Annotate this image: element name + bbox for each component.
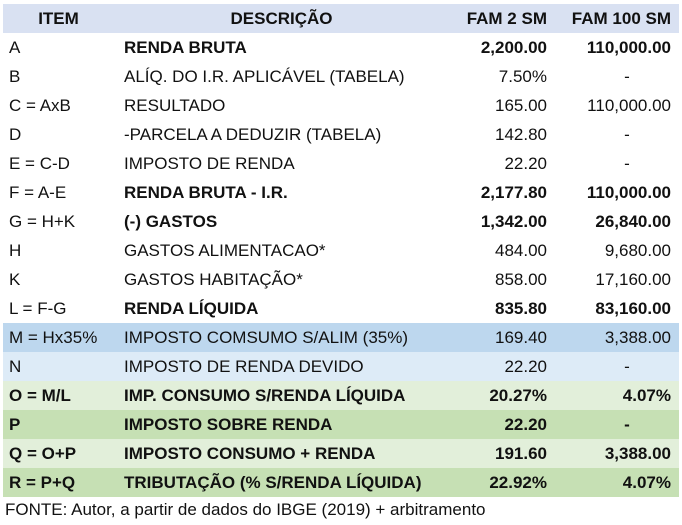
table-row: A RENDA BRUTA 2,200.00 110,000.00 <box>3 33 679 62</box>
row-fam100-value: - <box>624 124 630 144</box>
row-fam2-value: 22.92% <box>449 468 555 497</box>
table-row: K GASTOS HABITAÇÃO* 858.00 17,160.00 <box>3 265 679 294</box>
row-fam2-value: 7.50% <box>498 66 547 86</box>
row-fam100-value: 9,680.00 <box>604 240 671 260</box>
row-description: (-) GASTOS <box>124 211 218 231</box>
table-row: D -PARCELA A DEDUZIR (TABELA) 142.80 - <box>3 120 679 149</box>
row-fam100-value: - <box>624 153 630 173</box>
table-row: G = H+K (-) GASTOS 1,342.00 26,840.00 <box>3 207 679 236</box>
row-item: Q = O+P <box>3 439 114 468</box>
row-fam2-value: 22.20 <box>504 153 547 173</box>
row-fam2-value: 20.27% <box>449 381 555 410</box>
table-row: F = A-E RENDA BRUTA - I.R. 2,177.80 110,000… <box>3 178 679 207</box>
row-item: C = AxB <box>9 95 71 115</box>
table-row: N IMPOSTO DE RENDA DEVIDO 22.20- <box>3 352 679 381</box>
table-row: P IMPOSTO SOBRE RENDA 22.20- <box>3 410 679 439</box>
row-item: H <box>9 240 22 260</box>
row-fam100-value: 4.07% <box>555 468 679 497</box>
row-fam100-value: 83,160.00 <box>595 298 671 318</box>
row-item: G = H+K <box>9 211 76 231</box>
row-description: TRIBUTAÇÃO (% S/RENDA LÍQUIDA) <box>114 468 449 497</box>
row-fam2-value: 191.60 <box>449 439 555 468</box>
row-item: R = P+Q <box>3 468 114 497</box>
table-row: M = Hx35% IMPOSTO COMSUMO S/ALIM (35%) 169… <box>3 323 679 352</box>
header-descricao: DESCRIÇÃO <box>114 4 449 33</box>
row-description: IMPOSTO DE RENDA DEVIDO <box>114 352 449 381</box>
row-description: RENDA BRUTA - I.R. <box>124 182 288 202</box>
row-description: RENDA BRUTA <box>124 37 247 57</box>
row-fam100-value: - <box>555 352 679 381</box>
row-fam100-value: - <box>555 410 679 439</box>
table-row: Q = O+P IMPOSTO CONSUMO + RENDA 191.60 3,38… <box>3 439 679 468</box>
row-description: ALÍQ. DO I.R. APLICÁVEL (TABELA) <box>124 66 405 86</box>
row-fam2-value: 484.00 <box>495 240 547 260</box>
row-fam100-value: 110,000.00 <box>587 95 671 115</box>
header-fam100: FAM 100 SM <box>555 4 679 33</box>
row-item: D <box>9 124 22 144</box>
table-row: B ALÍQ. DO I.R. APLICÁVEL (TABELA) 7.50% - <box>3 62 679 91</box>
tax-comparison-table: ITEM DESCRIÇÃO FAM 2 SM FAM 100 SM A REND… <box>3 4 679 497</box>
table-row: E = C-D IMPOSTO DE RENDA 22.20 - <box>3 149 679 178</box>
table-row: H GASTOS ALIMENTACAO* 484.00 9,680.00 <box>3 236 679 265</box>
source-footnote: FONTE: Autor, a partir de dados do IBGE … <box>5 500 486 519</box>
row-fam100-value: - <box>624 66 630 86</box>
row-item: M = Hx35% <box>3 323 114 352</box>
row-fam2-value: 835.80 <box>495 298 547 318</box>
table-body: A RENDA BRUTA 2,200.00 110,000.00 B ALÍQ. DO … <box>3 33 679 497</box>
row-item: E = C-D <box>9 153 70 173</box>
row-item: O = M/L <box>3 381 114 410</box>
row-description: GASTOS HABITAÇÃO* <box>124 269 303 289</box>
row-description: RESULTADO <box>124 95 226 115</box>
table-row: O = M/L IMP. CONSUMO S/RENDA LÍQUIDA 20.27… <box>3 381 679 410</box>
table-row: R = P+Q TRIBUTAÇÃO (% S/RENDA LÍQUIDA) 22.… <box>3 468 679 497</box>
row-fam100-value: 3,388.00 <box>555 439 679 468</box>
header-item: ITEM <box>3 4 114 33</box>
row-fam2-value: 1,342.00 <box>480 211 547 231</box>
row-fam100-value: 26,840.00 <box>595 211 671 231</box>
row-item: L = F-G <box>9 298 67 318</box>
row-description: IMPOSTO COMSUMO S/ALIM (35%) <box>114 323 449 352</box>
row-fam100-value: 17,160.00 <box>595 269 671 289</box>
row-fam2-value: 858.00 <box>495 269 547 289</box>
table-header-row: ITEM DESCRIÇÃO FAM 2 SM FAM 100 SM <box>3 4 679 33</box>
row-fam2-value: 2,200.00 <box>480 37 547 57</box>
row-fam2-value: 165.00 <box>495 95 547 115</box>
row-description: IMPOSTO DE RENDA <box>124 153 295 173</box>
row-fam100-value: 4.07% <box>555 381 679 410</box>
row-description: RENDA LÍQUIDA <box>124 298 259 318</box>
row-fam2-value: 142.80 <box>495 124 547 144</box>
row-item: P <box>3 410 114 439</box>
row-fam2-value: 22.20 <box>449 410 555 439</box>
row-fam100-value: 110,000.00 <box>586 182 671 202</box>
row-item: F = A-E <box>9 182 67 202</box>
row-description: IMPOSTO CONSUMO + RENDA <box>114 439 449 468</box>
row-fam2-value: 22.20 <box>449 352 555 381</box>
row-fam2-value: 169.40 <box>449 323 555 352</box>
row-description: GASTOS ALIMENTACAO* <box>124 240 326 260</box>
row-fam100-value: 3,388.00 <box>555 323 679 352</box>
row-fam2-value: 2,177.80 <box>480 182 547 202</box>
row-item: B <box>9 66 21 86</box>
row-description: -PARCELA A DEDUZIR (TABELA) <box>124 124 382 144</box>
row-description: IMP. CONSUMO S/RENDA LÍQUIDA <box>114 381 449 410</box>
row-description: IMPOSTO SOBRE RENDA <box>114 410 449 439</box>
header-fam2: FAM 2 SM <box>449 4 555 33</box>
table-row: L = F-G RENDA LÍQUIDA 835.80 83,160.00 <box>3 294 679 323</box>
table-row: C = AxB RESULTADO 165.00 110,000.00 <box>3 91 679 120</box>
row-fam100-value: 110,000.00 <box>586 37 671 57</box>
row-item: K <box>9 269 21 289</box>
row-item: N <box>3 352 114 381</box>
row-item: A <box>9 37 21 57</box>
